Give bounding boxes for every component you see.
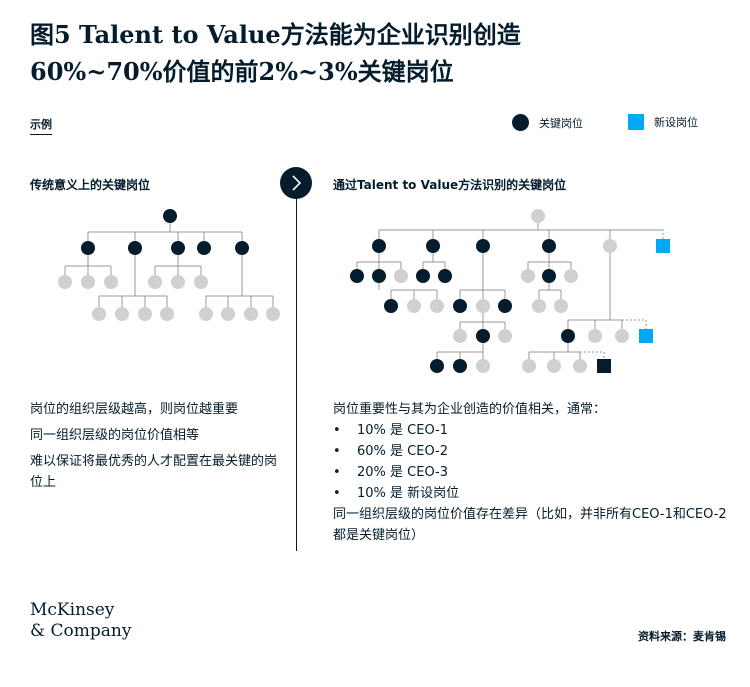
bullet-item: • 60% 是 CEO-2 — [333, 441, 733, 462]
title-line-1: 图5 Talent to Value方法能为企业识别创造 — [30, 20, 521, 49]
right-subtitle: 通过Talent to Value方法识别的关键岗位 — [333, 178, 567, 192]
bullet-item: • 10% 是 新设岗位 — [333, 483, 733, 504]
left-org-chart — [58, 209, 280, 321]
bullet-text: 60% 是 CEO-2 — [357, 444, 449, 459]
bullet-item: • 20% 是 CEO-3 — [333, 462, 733, 483]
example-label: 示例 — [30, 116, 52, 135]
bullet-text: 20% 是 CEO-3 — [357, 465, 449, 480]
chevron-right-icon — [280, 167, 312, 199]
bullet-text: 10% 是 新设岗位 — [357, 486, 460, 501]
filled-circle-icon — [512, 114, 529, 131]
mckinsey-logo: McKinsey & Company — [30, 600, 131, 642]
right-intro: 岗位重要性与其为企业创造的价值相关，通常： — [333, 402, 607, 417]
left-subtitle: 传统意义上的关键岗位 — [30, 178, 151, 192]
right-outro: 同一组织层级的岗位价值存在差异（比如，并非所有CEO-1和CEO-2都是关键岗位… — [333, 507, 727, 543]
filled-square-icon — [628, 114, 644, 130]
left-note: 难以保证将最优秀的人才配置在最关键的岗位上 — [30, 454, 278, 490]
logo-line-1: McKinsey — [30, 600, 115, 620]
legend-new-position: 新设岗位 — [628, 114, 698, 130]
right-org-chart — [350, 209, 670, 373]
bullet-text: 10% 是 CEO-1 — [357, 423, 449, 438]
left-note: 岗位的组织层级越高，则岗位越重要 — [30, 402, 239, 417]
section-divider — [296, 183, 297, 551]
legend-key-label: 关键岗位 — [539, 116, 583, 130]
logo-line-2: & Company — [30, 621, 132, 641]
legend-new-label: 新设岗位 — [654, 116, 698, 129]
right-notes: 岗位重要性与其为企业创造的价值相关，通常： • 10% 是 CEO-1 • 60% … — [333, 399, 733, 546]
left-notes: 岗位的组织层级越高，则岗位越重要 同一组织层级的岗位价值相等 难以保证将最优秀的… — [30, 399, 280, 498]
left-note: 同一组织层级的岗位价值相等 — [30, 428, 200, 443]
page-title: 图5 Talent to Value方法能为企业识别创造 60%~70%价值的前… — [30, 16, 730, 90]
bullet-item: • 10% 是 CEO-1 — [333, 420, 733, 441]
source-note: 资料来源：麦肯锡 — [638, 630, 726, 643]
title-line-2: 60%~70%价值的前2%~3%关键岗位 — [30, 57, 454, 86]
legend-key-position: 关键岗位 — [512, 114, 583, 131]
